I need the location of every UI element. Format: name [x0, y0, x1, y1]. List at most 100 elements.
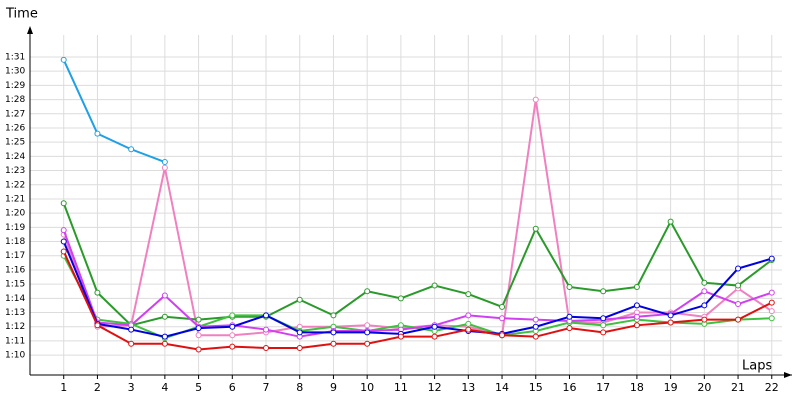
y-tick-label: 1:14	[5, 294, 25, 304]
x-tick-label: 8	[296, 381, 303, 394]
point	[768, 289, 775, 296]
point	[195, 316, 202, 323]
series-line	[62, 251, 773, 351]
point	[465, 320, 472, 327]
point	[263, 345, 270, 352]
x-tick-label: 18	[630, 381, 644, 394]
point	[195, 325, 202, 332]
y-tick-label: 1:19	[5, 223, 25, 233]
point	[128, 326, 135, 333]
point	[431, 333, 438, 340]
x-tick-label: 16	[562, 381, 576, 394]
x-tick-label: 3	[128, 381, 135, 394]
point	[161, 313, 168, 320]
x-tick-label: 19	[664, 381, 678, 394]
point	[566, 325, 573, 332]
point	[94, 289, 101, 296]
point	[330, 312, 337, 319]
point	[161, 333, 168, 340]
point	[94, 130, 101, 137]
point	[330, 329, 337, 336]
point	[735, 301, 742, 308]
x-tick-label: 22	[765, 381, 779, 394]
x-tick-label: 7	[263, 381, 270, 394]
point	[667, 218, 674, 225]
point	[499, 303, 506, 310]
point	[296, 329, 303, 336]
point	[701, 302, 708, 309]
point	[735, 316, 742, 323]
y-tick-label: 1:25	[5, 138, 25, 148]
point	[532, 316, 539, 323]
point	[633, 322, 640, 329]
point	[633, 313, 640, 320]
point	[667, 319, 674, 326]
x-tick-label: 9	[330, 381, 337, 394]
point	[431, 323, 438, 330]
point	[600, 315, 607, 322]
point	[600, 329, 607, 336]
point	[364, 340, 371, 347]
point	[768, 315, 775, 322]
x-axis-arrow	[784, 372, 792, 378]
point	[768, 255, 775, 262]
y-tick-label: 1:10	[5, 351, 25, 361]
point	[364, 322, 371, 329]
x-tick-label: 17	[596, 381, 610, 394]
point	[161, 159, 168, 166]
x-tick-label: 10	[360, 381, 374, 394]
x-tick-label: 6	[229, 381, 236, 394]
point	[600, 322, 607, 329]
y-tick-label: 1:15	[5, 280, 25, 290]
point	[60, 56, 67, 63]
point	[229, 312, 236, 319]
x-axis-title: Laps	[742, 359, 772, 374]
point	[701, 316, 708, 323]
point	[296, 296, 303, 303]
point	[161, 340, 168, 347]
point	[397, 295, 404, 302]
y-axis-arrow	[27, 26, 33, 34]
y-tick-label: 1:24	[5, 152, 25, 162]
point	[532, 96, 539, 103]
x-tick-label: 11	[394, 381, 408, 394]
y-tick-label: 1:30	[5, 67, 25, 77]
point	[465, 312, 472, 319]
y-tick-label: 1:21	[5, 194, 25, 204]
y-tick-label: 1:29	[5, 81, 25, 91]
y-tick-label: 1:23	[5, 166, 25, 176]
point	[768, 299, 775, 306]
point	[465, 326, 472, 333]
x-tick-label: 1	[60, 381, 67, 394]
x-tick-label: 5	[195, 381, 202, 394]
point	[364, 329, 371, 336]
y-tick-label: 1:13	[5, 308, 25, 318]
point	[735, 265, 742, 272]
point	[532, 323, 539, 330]
y-tick-label: 1:31	[5, 52, 25, 62]
point	[263, 312, 270, 319]
point	[431, 282, 438, 289]
point	[499, 315, 506, 322]
y-tick-label: 1:11	[5, 336, 25, 346]
x-tick-label: 14	[495, 381, 509, 394]
x-tick-label: 20	[697, 381, 711, 394]
point	[397, 333, 404, 340]
point	[633, 283, 640, 290]
y-tick-label: 1:20	[5, 209, 25, 219]
y-tick-label: 1:27	[5, 109, 25, 119]
point	[60, 248, 67, 255]
point	[465, 291, 472, 298]
point	[94, 322, 101, 329]
point	[701, 288, 708, 295]
x-tick-label: 12	[428, 381, 442, 394]
point	[330, 340, 337, 347]
series-line	[62, 59, 166, 163]
point	[60, 238, 67, 245]
series-line	[62, 241, 773, 338]
point	[600, 288, 607, 295]
point	[161, 292, 168, 299]
point	[128, 340, 135, 347]
y-tick-label: 1:22	[5, 180, 25, 190]
